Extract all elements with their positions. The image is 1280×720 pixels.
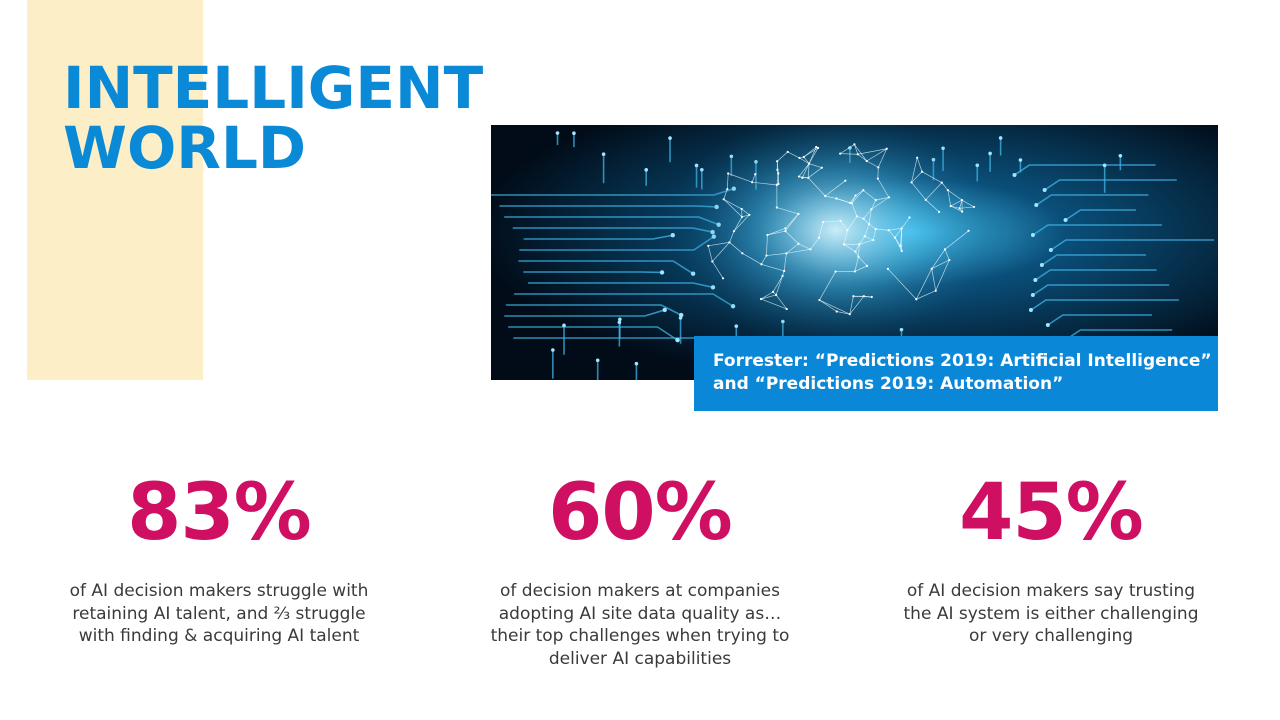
stat-description-line: the AI system is either challenging: [903, 603, 1199, 624]
stat-trust: 45% of AI decision makers say trusting t…: [871, 468, 1231, 648]
stat-description-line: with finding & acquiring AI talent: [78, 626, 360, 646]
stat-data-quality: 60% of decision makers at companies adop…: [460, 468, 820, 670]
stat-description: of AI decision makers say trusting the A…: [871, 580, 1231, 648]
stat-description: of decision makers at companies adopting…: [460, 580, 820, 670]
stat-description-line: of AI decision makers struggle with: [69, 581, 369, 601]
stat-description: of AI decision makers struggle with reta…: [39, 580, 399, 648]
stat-description-line: adopting AI site data quality as…: [498, 603, 782, 624]
stat-description-line: of AI decision makers say trusting: [906, 581, 1196, 601]
stat-description-line: their top challenges when trying to: [490, 626, 790, 646]
source-caption: Forrester: “Predictions 2019: Artificial…: [694, 336, 1218, 411]
slide-title: INTELLIGENT WORLD: [63, 58, 483, 178]
stat-value: 45%: [959, 468, 1144, 558]
stat-talent: 83% of AI decision makers struggle with …: [39, 468, 399, 648]
accent-bar: [27, 0, 203, 380]
stat-description-line: of decision makers at companies: [499, 581, 780, 601]
stat-description-line: deliver AI capabilities: [548, 648, 732, 669]
caption-line-2: and “Predictions 2019: Automation”: [713, 374, 1064, 394]
caption-line-1: Forrester: “Predictions 2019: Artificial…: [713, 351, 1212, 371]
slide-title-line-1: INTELLIGENT: [63, 54, 484, 122]
stat-value: 60%: [548, 468, 733, 558]
stat-value: 83%: [127, 468, 312, 558]
slide-title-line-2: WORLD: [63, 114, 307, 182]
stat-description-line: or very challenging: [968, 626, 1134, 646]
stat-description-line: retaining AI talent, and ⅔ struggle: [72, 603, 366, 624]
